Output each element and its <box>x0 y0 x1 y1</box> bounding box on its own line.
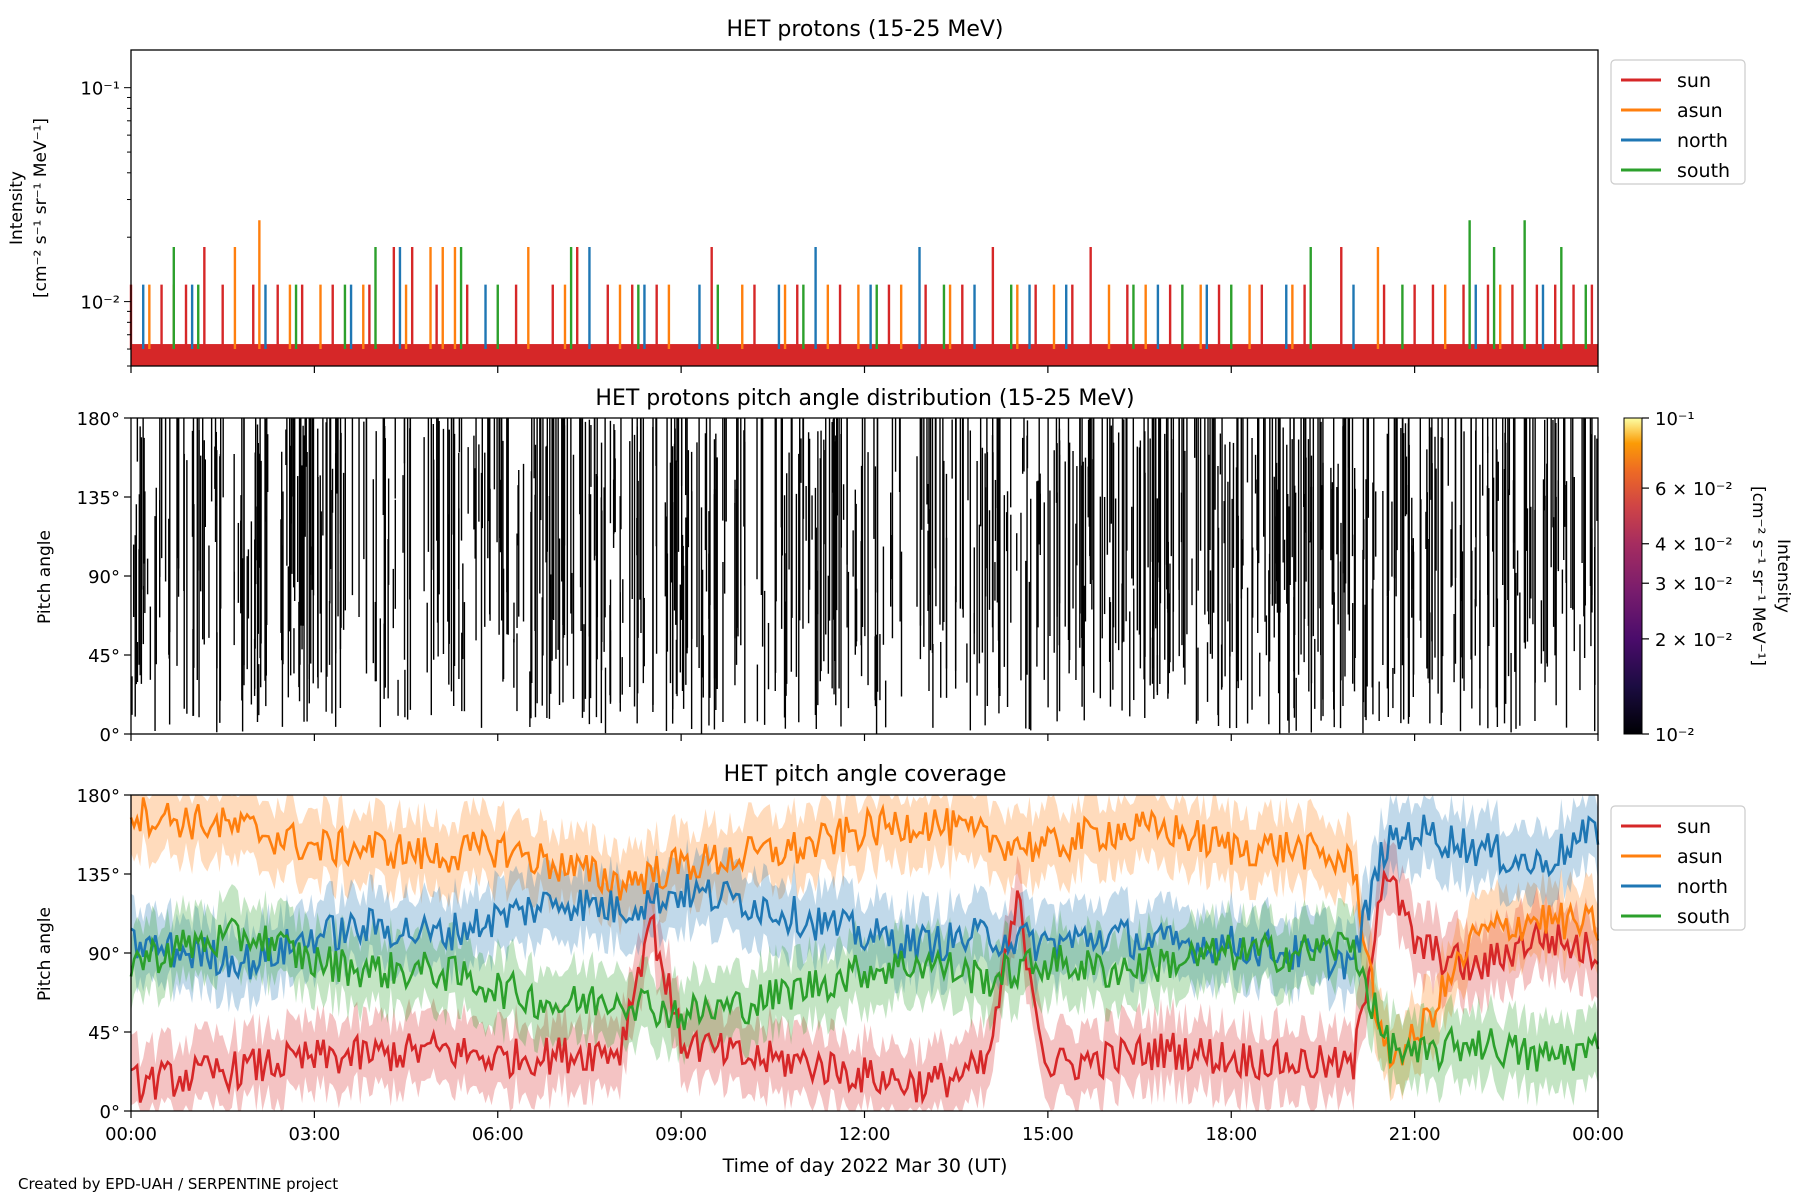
x-tick-label: 00:00 <box>1572 1124 1624 1145</box>
y-tick-label: 180° <box>77 786 120 807</box>
legend-label-north: north <box>1677 130 1728 152</box>
colorbar <box>1623 417 1643 735</box>
intensity-legend: sun asun north south <box>1610 59 1746 185</box>
pad-ylabel: Pitch angle <box>35 530 55 624</box>
y-tick-label: 45° <box>88 1023 120 1044</box>
legend-box <box>1610 59 1746 185</box>
legend-label-sun: sun <box>1677 816 1711 838</box>
legend-label-asun: asun <box>1677 100 1723 122</box>
x-tick-label: 09:00 <box>655 1124 707 1145</box>
colorbar-tick-label: 6 × 10⁻² <box>1655 479 1733 500</box>
y-tick-label: 135° <box>77 488 120 509</box>
legend-label-asun: asun <box>1677 846 1723 868</box>
legend-label-south: south <box>1677 160 1730 182</box>
legend-label-north: north <box>1677 876 1728 898</box>
y-tick-label: 10⁻² <box>80 293 120 314</box>
x-tick-label: 12:00 <box>839 1124 891 1145</box>
colorbar-label-units: [cm⁻² s⁻¹ sr⁻¹ MeV⁻¹] <box>1748 486 1768 666</box>
credit-text: Created by EPD-UAH / SERPENTINE project <box>18 1175 339 1193</box>
colorbar-tick-label: 4 × 10⁻² <box>1655 535 1733 556</box>
legend-box <box>1610 805 1746 931</box>
coverage-line-asun <box>129 797 1600 1070</box>
x-tick-label: 03:00 <box>288 1124 340 1145</box>
x-tick-label: 15:00 <box>1022 1124 1074 1145</box>
y-tick-label: 10⁻¹ <box>80 79 120 100</box>
coverage-panel-title: HET pitch angle coverage <box>724 762 1007 787</box>
coverage-ylabel: Pitch angle <box>35 907 55 1001</box>
coverage-band-asun <box>131 795 1598 1102</box>
coverage-line-south <box>129 917 1600 1073</box>
y-tick-label: 90° <box>88 567 120 588</box>
y-tick-label: 90° <box>88 944 120 965</box>
intensity-panel-title: HET protons (15-25 MeV) <box>727 17 1004 42</box>
colorbar-tick-label: 10⁻² <box>1655 725 1695 746</box>
coverage-band-south <box>131 884 1598 1107</box>
y-tick-label: 0° <box>100 725 120 746</box>
colorbar-tick-label: 2 × 10⁻² <box>1655 630 1733 651</box>
x-tick-label: 06:00 <box>472 1124 524 1145</box>
colorbar-label: Intensity <box>1773 539 1793 613</box>
pitch-angle-distribution-panel: HET protons pitch angle distribution (15… <box>35 386 1793 746</box>
y-tick-label: 135° <box>77 865 120 886</box>
intensity-ylabel: Intensity <box>7 171 27 245</box>
coverage-line-north <box>130 814 1600 982</box>
colorbar-tick-label: 3 × 10⁻² <box>1655 574 1733 595</box>
y-tick-label: 45° <box>88 646 120 667</box>
intensity-baseline <box>131 344 1598 366</box>
x-tick-label: 21:00 <box>1389 1124 1441 1145</box>
legend-label-south: south <box>1677 906 1730 928</box>
intensity-ylabel-units: [cm⁻² s⁻¹ sr⁻¹ MeV⁻¹] <box>31 118 51 298</box>
legend-label-sun: sun <box>1677 70 1711 92</box>
y-tick-label: 0° <box>100 1102 120 1123</box>
intensity-panel: HET protons (15-25 MeV) Intensity [cm⁻² … <box>7 17 1746 373</box>
pitch-angle-coverage-panel: HET pitch angle coverage Pitch angle 0° 4… <box>35 762 1746 1177</box>
colorbar-tick-label: 10⁻¹ <box>1655 409 1695 430</box>
coverage-line-sun <box>130 868 1599 1106</box>
pad-panel-title: HET protons pitch angle distribution (15… <box>595 386 1134 411</box>
time-axis-label: Time of day 2022 Mar 30 (UT) <box>722 1155 1008 1177</box>
coverage-legend: sun asun north south <box>1610 805 1746 931</box>
x-tick-label: 18:00 <box>1205 1124 1257 1145</box>
coverage-band-sun <box>131 838 1598 1111</box>
x-tick-label: 00:00 <box>105 1124 157 1145</box>
coverage-band-north <box>131 795 1598 1015</box>
y-tick-label: 180° <box>77 409 120 430</box>
